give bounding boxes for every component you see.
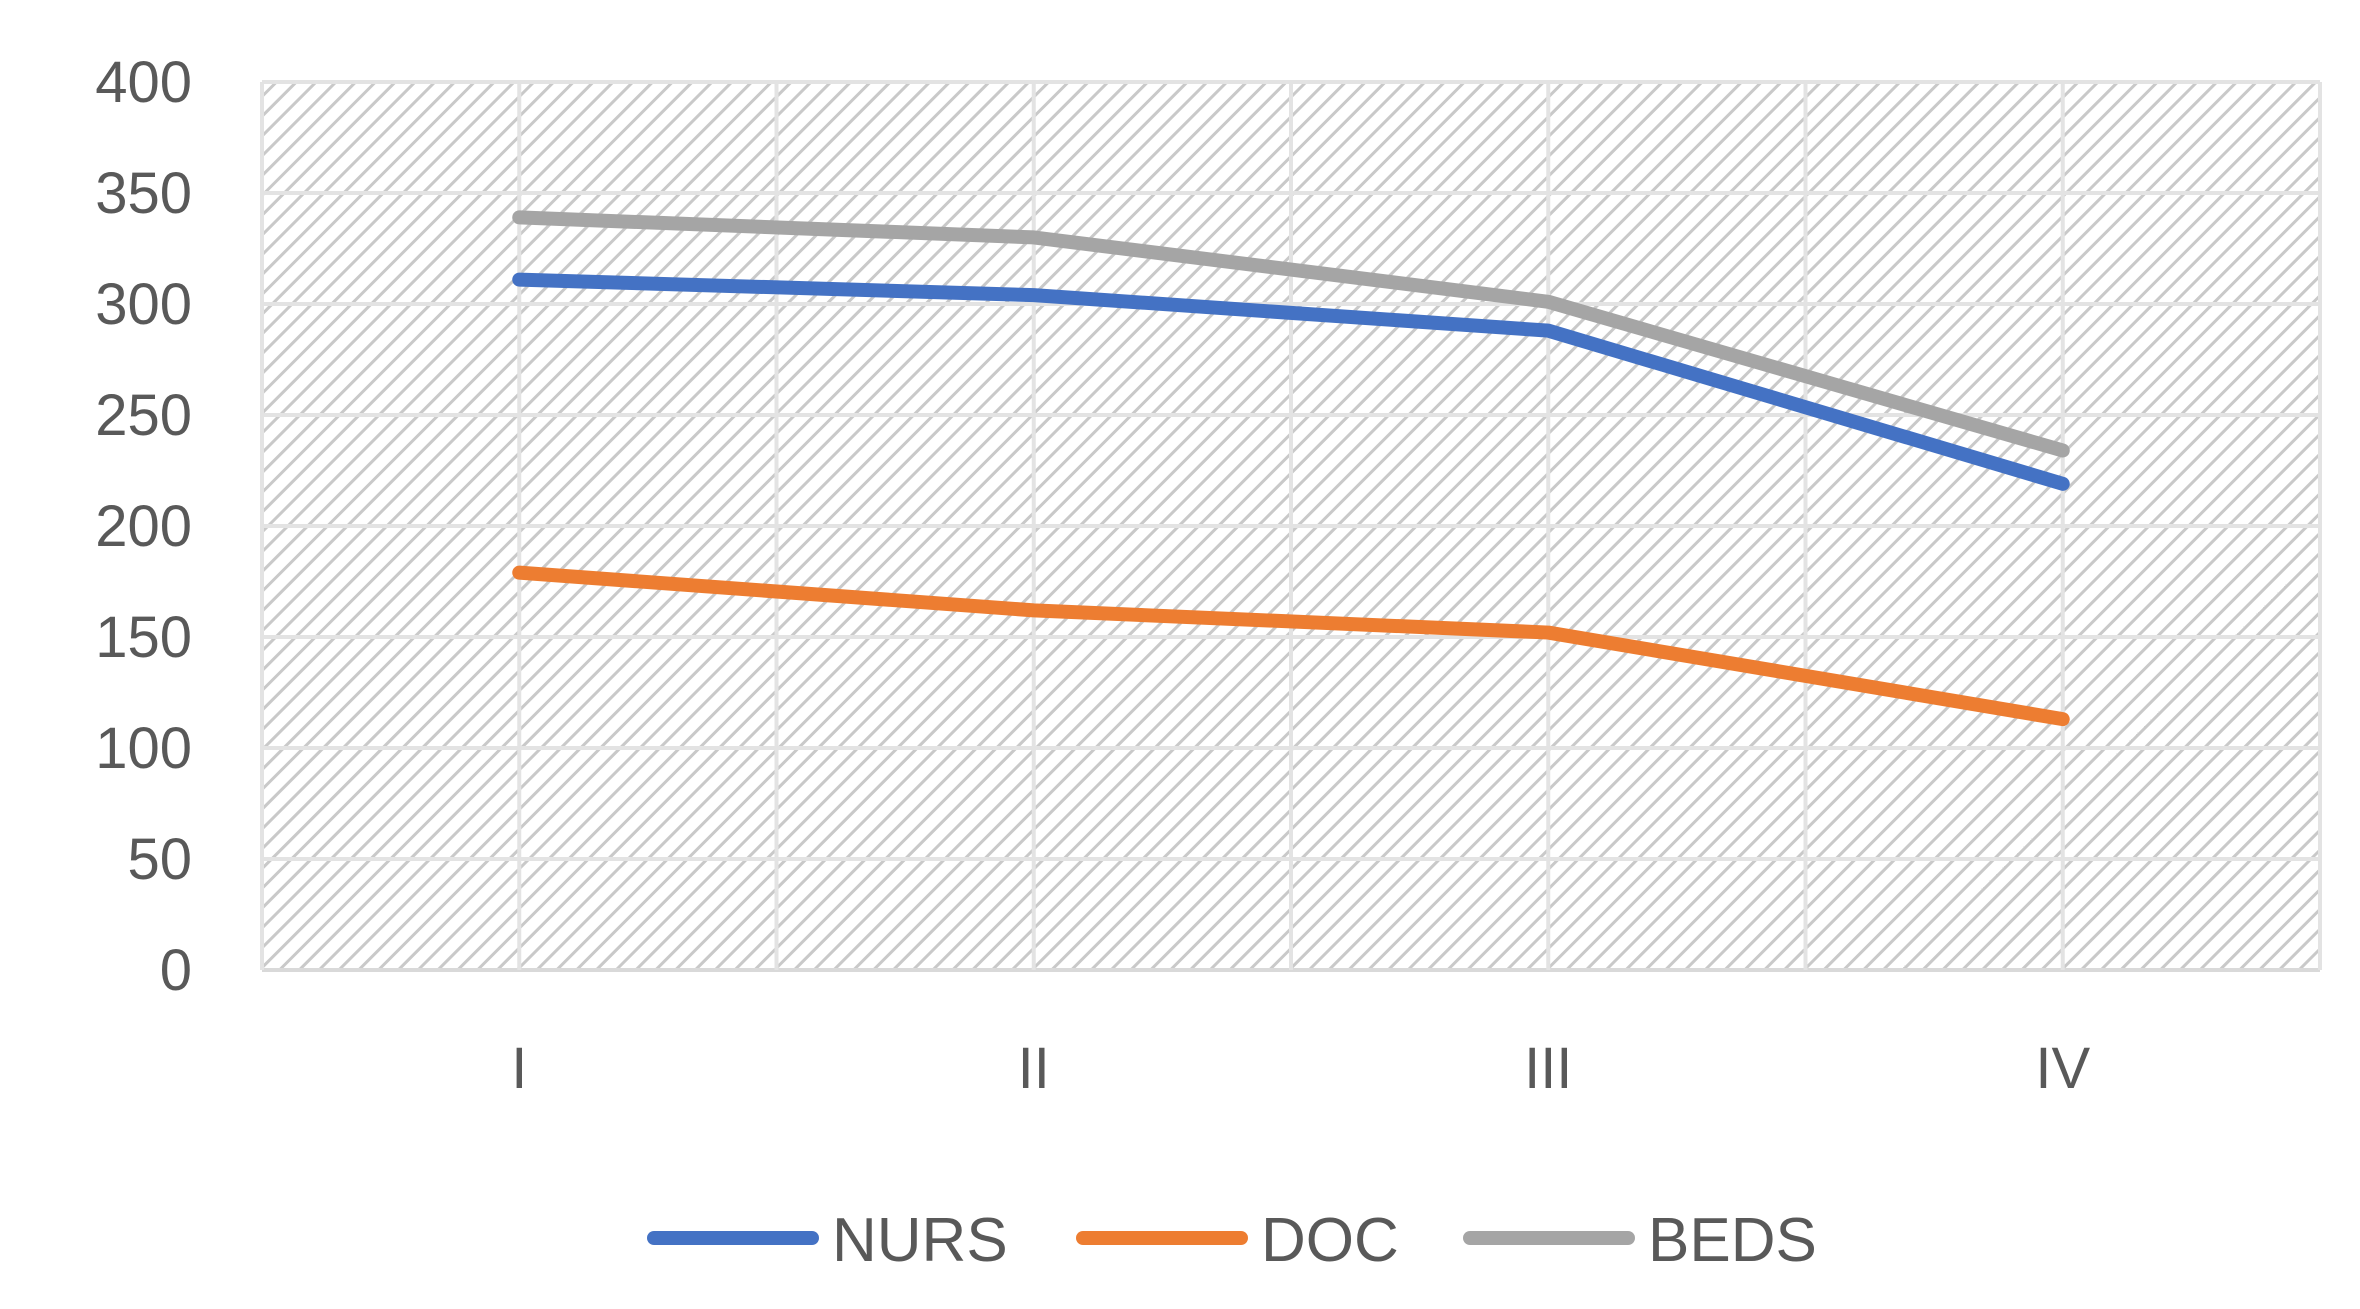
legend-item-nurs: NURS (647, 1206, 1008, 1275)
y-tick-label: 250 (95, 383, 192, 448)
series-lines (512, 210, 2070, 727)
x-tick-label: II (1018, 1036, 1050, 1101)
y-tick-label: 100 (95, 716, 192, 781)
legend: NURS DOC BEDS (647, 1206, 1817, 1275)
legend-item-beds: BEDS (1463, 1206, 1817, 1275)
x-tick-label: I (511, 1036, 527, 1101)
y-tick-label: 0 (160, 938, 192, 1003)
legend-item-doc: DOC (1076, 1206, 1399, 1275)
series-line-doc (512, 565, 2070, 727)
y-tick-label: 400 (95, 50, 192, 115)
legend-label: BEDS (1648, 1206, 1817, 1275)
y-tick-label: 50 (127, 827, 192, 892)
x-tick-label: IV (2035, 1036, 2090, 1101)
x-axis: I II III IV (511, 1036, 2090, 1101)
x-tick-label: III (1524, 1036, 1572, 1101)
series-line-beds (512, 210, 2070, 458)
legend-label: DOC (1261, 1206, 1399, 1275)
y-axis: 0 50 100 150 200 250 300 350 400 (95, 50, 192, 1003)
y-tick-label: 200 (95, 494, 192, 559)
y-tick-label: 150 (95, 605, 192, 670)
series-line-nurs (512, 272, 2070, 491)
y-tick-label: 350 (95, 161, 192, 226)
gridlines (260, 80, 2322, 972)
legend-label: NURS (832, 1206, 1008, 1275)
y-tick-label: 300 (95, 272, 192, 337)
